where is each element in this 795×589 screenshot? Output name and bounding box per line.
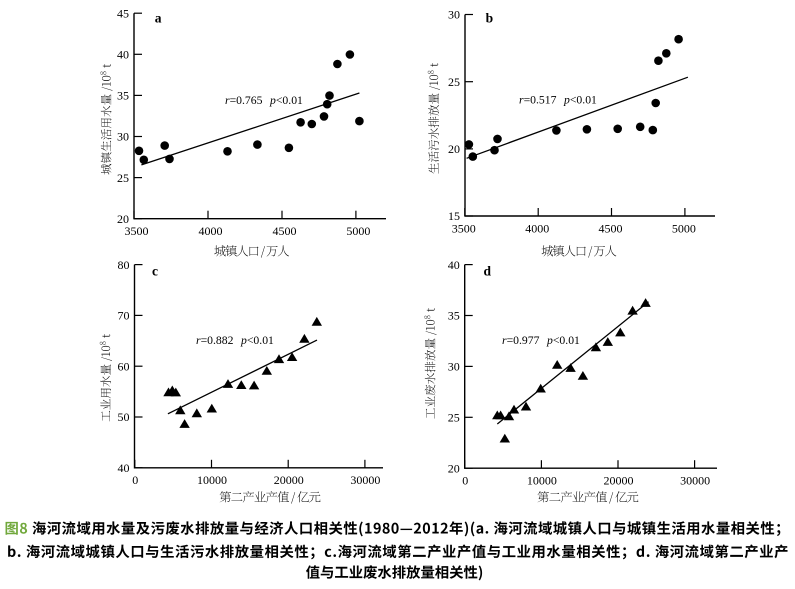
- svg-text:25: 25: [448, 411, 460, 425]
- svg-text:b: b: [486, 11, 494, 26]
- svg-text:0: 0: [462, 474, 468, 488]
- svg-text:60: 60: [118, 359, 130, 373]
- svg-text:r=0.882: r=0.882: [196, 334, 234, 347]
- svg-text:5000: 5000: [346, 224, 370, 238]
- svg-text:4000: 4000: [525, 221, 549, 235]
- svg-text:20000: 20000: [274, 473, 304, 487]
- svg-text:20000: 20000: [604, 474, 634, 488]
- svg-text:10000: 10000: [197, 473, 227, 487]
- svg-text:4000: 4000: [199, 224, 223, 238]
- svg-text:40: 40: [118, 461, 130, 475]
- svg-text:50: 50: [118, 410, 130, 424]
- svg-text:r=0.517: r=0.517: [519, 94, 557, 107]
- svg-text:30000: 30000: [680, 474, 710, 488]
- svg-text:p<0.01: p<0.01: [563, 94, 597, 107]
- svg-text:p<0.01: p<0.01: [546, 334, 580, 347]
- svg-text:0: 0: [132, 473, 138, 487]
- svg-text:35: 35: [117, 89, 129, 103]
- svg-text:30000: 30000: [350, 473, 380, 487]
- svg-text:15: 15: [448, 209, 460, 223]
- svg-text:25: 25: [448, 75, 460, 89]
- svg-text:3500: 3500: [125, 224, 149, 238]
- svg-text:c: c: [152, 263, 158, 278]
- svg-text:70: 70: [118, 309, 130, 323]
- svg-text:p<0.01: p<0.01: [240, 334, 274, 347]
- svg-text:35: 35: [448, 309, 460, 323]
- svg-text:40: 40: [117, 48, 129, 62]
- svg-text:30: 30: [448, 360, 460, 374]
- svg-text:20: 20: [117, 212, 129, 226]
- svg-text:45: 45: [117, 6, 129, 20]
- svg-text:4500: 4500: [599, 221, 623, 235]
- svg-text:4500: 4500: [273, 224, 297, 238]
- svg-text:p<0.01: p<0.01: [269, 94, 303, 107]
- svg-text:25: 25: [117, 171, 129, 185]
- svg-text:80: 80: [118, 258, 130, 272]
- svg-text:40: 40: [448, 258, 460, 272]
- svg-text:d: d: [484, 264, 492, 279]
- svg-text:20: 20: [448, 461, 460, 475]
- svg-text:3500: 3500: [452, 221, 476, 235]
- svg-text:5000: 5000: [672, 221, 696, 235]
- svg-text:10000: 10000: [527, 474, 557, 488]
- svg-text:r=0.977: r=0.977: [502, 334, 540, 347]
- svg-text:30: 30: [448, 8, 460, 22]
- svg-text:20: 20: [448, 142, 460, 156]
- svg-text:30: 30: [117, 130, 129, 144]
- svg-text:r=0.765: r=0.765: [225, 94, 263, 107]
- svg-text:a: a: [155, 11, 162, 26]
